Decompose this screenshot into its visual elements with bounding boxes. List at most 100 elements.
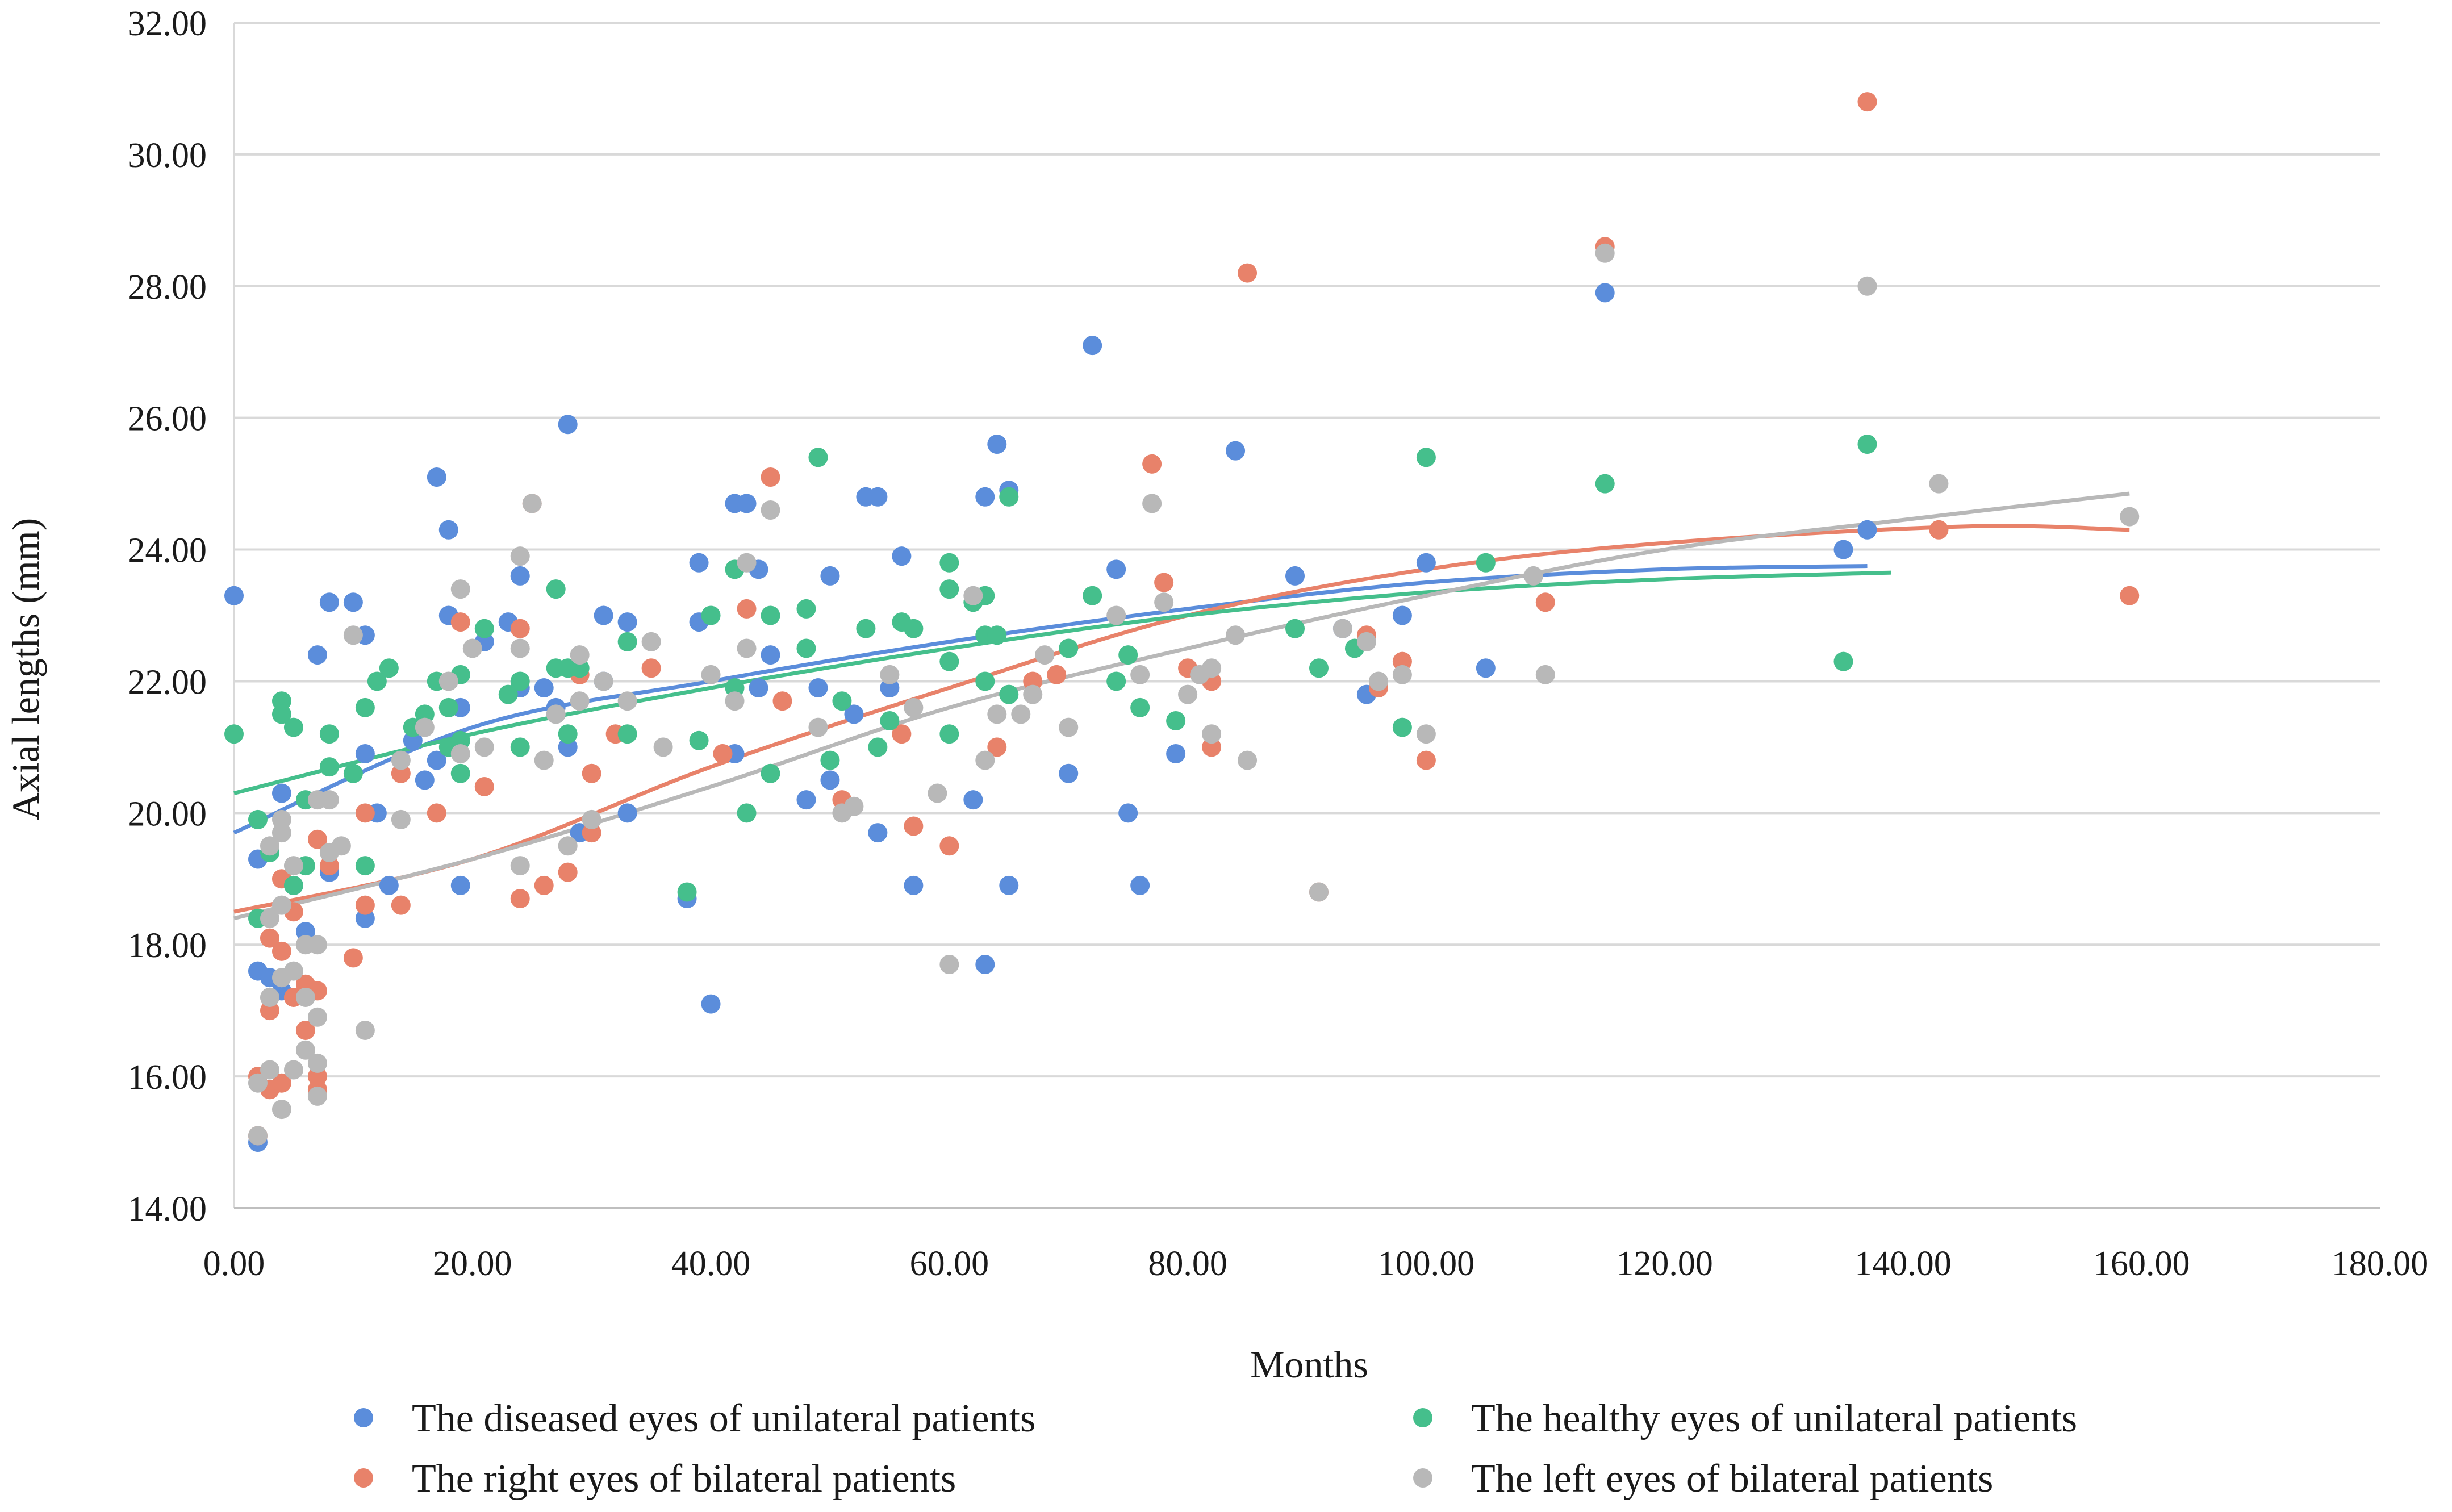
data-point: [594, 605, 613, 625]
data-point: [987, 435, 1007, 454]
data-point: [1392, 665, 1412, 684]
data-point: [808, 678, 828, 698]
data-point: [343, 592, 363, 612]
data-point: [1226, 625, 1246, 645]
data-point: [1476, 553, 1496, 573]
data-point: [260, 908, 279, 928]
data-point: [260, 928, 279, 948]
data-point: [737, 553, 757, 573]
data-point: [1857, 276, 1877, 296]
y-tick-label: 30.00: [128, 136, 207, 175]
x-tick-label: 120.00: [1616, 1244, 1713, 1283]
data-point: [271, 783, 291, 803]
data-point: [2120, 507, 2140, 527]
data-point: [546, 579, 566, 599]
x-tick-label: 140.00: [1854, 1244, 1952, 1283]
legend-label-healthy-unilateral: The healthy eyes of unilateral patients: [1471, 1397, 2077, 1440]
data-point: [558, 862, 578, 882]
data-point: [510, 638, 530, 658]
data-point: [438, 520, 458, 540]
data-point: [1416, 724, 1436, 744]
data-point: [975, 750, 995, 770]
data-point: [319, 790, 339, 810]
data-point: [1059, 763, 1079, 783]
data-point: [1332, 619, 1352, 638]
data-point: [963, 790, 983, 810]
data-point: [319, 724, 339, 744]
data-point: [438, 671, 458, 691]
data-point: [1118, 803, 1138, 823]
data-point: [438, 697, 458, 717]
data-point: [880, 665, 900, 684]
data-point: [1106, 671, 1126, 691]
x-tick-label: 20.00: [433, 1244, 512, 1283]
data-point: [892, 546, 912, 566]
data-point: [844, 796, 864, 816]
data-point: [1309, 882, 1329, 902]
data-point: [260, 1060, 279, 1080]
data-point: [761, 500, 780, 520]
data-point: [617, 724, 637, 744]
legend-item: The right eyes of bilateral patients: [354, 1457, 956, 1501]
data-point: [1083, 586, 1102, 605]
y-tick-label: 24.00: [128, 532, 207, 570]
data-point: [224, 724, 244, 744]
data-point: [939, 579, 959, 599]
data-point: [1595, 283, 1615, 303]
data-point: [737, 638, 757, 658]
data-point: [2120, 586, 2140, 605]
data-point: [594, 671, 613, 691]
data-point: [820, 770, 840, 790]
data-point: [355, 744, 375, 763]
data-point: [1142, 494, 1162, 513]
data-point: [904, 697, 924, 717]
data-point: [1416, 553, 1436, 573]
data-point: [307, 1086, 327, 1106]
data-point: [677, 882, 697, 902]
data-point: [1368, 671, 1388, 691]
data-point: [427, 467, 446, 487]
data-point: [761, 467, 780, 487]
data-point: [522, 494, 542, 513]
x-axis-title: Months: [1250, 1343, 1368, 1386]
data-point: [343, 763, 363, 783]
data-point: [999, 875, 1019, 895]
data-point: [510, 671, 530, 691]
data-point: [1416, 750, 1436, 770]
x-tick-label: 160.00: [2093, 1244, 2190, 1283]
data-point: [307, 645, 327, 665]
data-point: [939, 724, 959, 744]
data-point: [641, 658, 661, 678]
data-point: [1035, 645, 1055, 665]
data-point: [248, 809, 268, 829]
data-point: [749, 678, 768, 698]
data-point: [975, 955, 995, 975]
data-point: [474, 776, 494, 796]
data-point: [271, 704, 291, 724]
data-point: [1833, 540, 1853, 559]
data-point: [987, 625, 1007, 645]
data-point: [1238, 750, 1258, 770]
data-points: [224, 92, 2140, 1152]
data-point: [928, 783, 947, 803]
data-point: [737, 599, 757, 619]
data-point: [474, 619, 494, 638]
data-point: [737, 494, 757, 513]
legend-label-left-bilateral: The left eyes of bilateral patients: [1471, 1457, 1993, 1501]
data-point: [1392, 605, 1412, 625]
data-point: [283, 875, 303, 895]
data-point: [295, 987, 315, 1007]
series-points: [224, 283, 1877, 1152]
trendlines: [233, 491, 2130, 921]
data-point: [450, 763, 470, 783]
data-point: [391, 809, 411, 829]
data-point: [319, 757, 339, 777]
data-point: [713, 744, 733, 763]
data-point: [868, 823, 888, 843]
data-point: [820, 566, 840, 586]
legend-label-diseased-unilateral: The diseased eyes of unilateral patients: [412, 1397, 1035, 1440]
data-point: [1523, 566, 1543, 586]
data-point: [283, 1060, 303, 1080]
trendline: [233, 491, 2130, 921]
